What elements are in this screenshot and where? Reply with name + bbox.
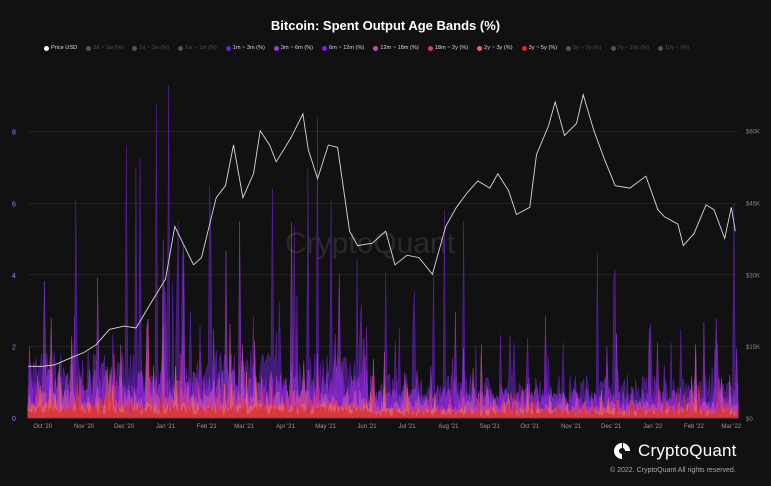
legend-item[interactable]: 18m ~ 2y (%)	[427, 45, 469, 51]
legend-label: 6m ~ 12m (%)	[329, 45, 365, 51]
chart-legend: Price USD 3d ~ 1w (%) 1d ~ 1w (%) 1w ~ 1m (…	[44, 45, 744, 51]
legend-label: 7y ~ 10y (%)	[617, 45, 650, 51]
copyright-text: © 2022. CryptoQuant All rights reserved.	[610, 467, 736, 474]
x-tick-label: Jun '21	[357, 424, 377, 430]
x-tick-label: Oct '21	[520, 424, 539, 430]
legend-swatch-icon	[427, 45, 433, 51]
y-right-tick-label: $15K	[746, 345, 760, 351]
legend-label: 1d ~ 1w (%)	[139, 45, 170, 51]
x-tick-label: Oct '20	[33, 424, 52, 430]
legend-item[interactable]: 2y ~ 3y (%)	[477, 45, 513, 51]
x-tick-label: Aug '21	[438, 424, 459, 430]
legend-label: 1m ~ 3m (%)	[232, 45, 265, 51]
legend-item[interactable]: 3y ~ 5y (%)	[521, 45, 558, 51]
legend-label: 1w ~ 1m (%)	[185, 45, 217, 51]
legend-label: 3y ~ 5y (%)	[528, 45, 558, 51]
y-left-tick-label: 2	[12, 344, 16, 351]
chart-title: Bitcoin: Spent Output Age Bands (%)	[270, 18, 501, 33]
legend-item[interactable]: 1d ~ 1w (%)	[132, 45, 169, 51]
y-right-tick-label: $0	[746, 417, 753, 423]
legend-item[interactable]: 12m ~ 18m (%)	[373, 45, 419, 51]
x-tick-label: Apr '21	[276, 424, 295, 430]
brand: CryptoQuant	[612, 441, 737, 461]
x-tick-label: Jul '21	[398, 424, 416, 430]
x-tick-label: Sep '21	[480, 424, 501, 430]
legend-item[interactable]: 10y ~ (%)	[658, 45, 689, 51]
legend-swatch-icon	[322, 45, 328, 51]
legend-label: 5y ~ 7y (%)	[573, 45, 602, 51]
x-tick-label: Mar '21	[234, 424, 254, 430]
legend-label: 3d ~ 1w (%)	[93, 45, 124, 51]
legend-label: 3m ~ 6m (%)	[280, 45, 314, 51]
legend-swatch-icon	[566, 45, 572, 51]
x-tick-label: Nov '20	[74, 424, 95, 430]
x-tick-label: Nov '21	[561, 424, 582, 430]
x-tick-label: Mar '22	[721, 424, 741, 430]
y-right-tick-label: $45K	[746, 202, 760, 208]
x-tick-label: Feb '21	[197, 424, 217, 430]
legend-item[interactable]: 3m ~ 6m (%)	[273, 45, 314, 51]
y-left-tick-label: 0	[12, 416, 16, 423]
legend-swatch-icon	[610, 45, 616, 51]
legend-label: 18m ~ 2y (%)	[434, 45, 469, 51]
legend-swatch-icon	[273, 45, 279, 51]
brand-name: CryptoQuant	[638, 441, 737, 460]
cryptoquant-logo-icon	[612, 441, 632, 461]
legend-swatch-icon	[178, 45, 184, 51]
y-right-tick-label: $30K	[746, 273, 760, 279]
legend-label: 2y ~ 3y (%)	[484, 45, 513, 51]
legend-item[interactable]: Price USD	[44, 45, 77, 51]
legend-label: Price USD	[51, 45, 78, 51]
legend-swatch-icon	[44, 45, 49, 51]
y-left-tick-label: 8	[12, 130, 16, 137]
y-right-tick-label: $60K	[746, 130, 760, 136]
x-tick-label: Feb '22	[684, 424, 704, 430]
legend-item[interactable]: 1m ~ 3m (%)	[225, 45, 265, 51]
legend-label: 12m ~ 18m (%)	[380, 45, 419, 51]
legend-swatch-icon	[225, 45, 231, 51]
legend-swatch-icon	[477, 45, 483, 51]
legend-item[interactable]: 3d ~ 1w (%)	[86, 45, 123, 51]
band-area	[27, 376, 739, 419]
x-tick-label: May '21	[315, 424, 336, 430]
y-left-tick-label: 4	[12, 273, 16, 280]
legend-swatch-icon	[86, 45, 92, 51]
legend-item[interactable]: 7y ~ 10y (%)	[610, 45, 650, 51]
legend-item[interactable]: 5y ~ 7y (%)	[566, 45, 602, 51]
x-tick-label: Dec '20	[114, 424, 135, 430]
y-left-tick-label: 6	[12, 201, 16, 208]
x-tick-label: Dec '21	[601, 424, 622, 430]
legend-swatch-icon	[132, 45, 138, 51]
legend-label: 10y ~ (%)	[665, 45, 690, 51]
legend-swatch-icon	[373, 45, 379, 51]
x-tick-label: Jan '21	[156, 424, 176, 430]
legend-swatch-icon	[658, 45, 664, 51]
legend-item[interactable]: 6m ~ 12m (%)	[322, 45, 364, 51]
x-tick-label: Jan '22	[643, 424, 663, 430]
price-line	[28, 93, 736, 367]
legend-swatch-icon	[521, 45, 527, 51]
legend-item[interactable]: 1w ~ 1m (%)	[178, 45, 217, 51]
